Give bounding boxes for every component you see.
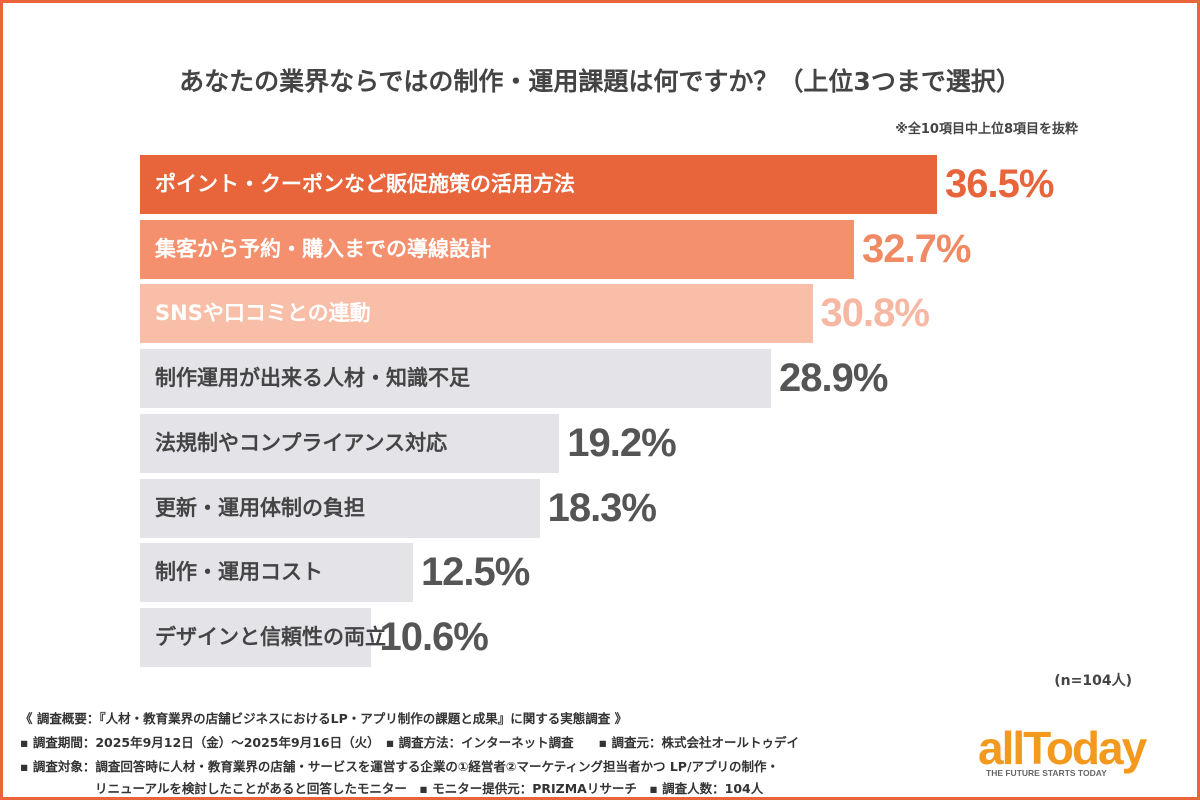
value-label: 36.5% [945,162,1054,206]
value-label: 28.9% [779,356,888,401]
bar-label: 法規制やコンプライアンス対応 [155,430,448,455]
value-label: 18.3% [547,485,657,530]
sample-size: (n=104人) [1054,673,1132,689]
footer-line: ▪ 調査期間：2025年9月12日（金）～2025年9月16日（火） ▪ 調査方… [20,735,799,750]
bar-label: 制作運用が出来る人材・知識不足 [155,366,470,391]
value-label: 19.2% [567,420,676,465]
bar-label: 制作・運用コスト [155,560,323,585]
bar [140,607,372,667]
bar [140,413,560,473]
chart-subtitle: ※全10項目中上位8項目を抜粋 [895,122,1078,137]
bar-label: ポイント・クーポンなど販促施策の活用方法 [155,172,575,196]
footer-line: リニューアルを検討したことがあると回答したモニター ▪ モニター提供元：PRIZ… [20,781,764,796]
bar [140,349,772,409]
value-label: 30.8% [820,291,930,336]
bar [140,478,540,538]
logo: allToday THE FUTURE STARTS TODAY [978,722,1147,778]
bar-label: 更新・運用体制の負担 [155,495,365,520]
bar [140,543,413,603]
bar [140,219,855,279]
bar-label: 集客から予約・購入までの導線設計 [155,236,491,261]
bar-label: SNSや口コミとの連動 [155,301,371,326]
logo-word: allToday [978,722,1147,774]
value-label: 32.7% [862,226,971,271]
value-label: 12.5% [420,550,530,595]
chart-title: あなたの業界ならではの制作・運用課題は何ですか？（上位3つまで選択） [179,67,1021,96]
logo-tagline: THE FUTURE STARTS TODAY [986,768,1107,778]
bar-label: デザインと信頼性の両立 [155,624,386,649]
footer-line: 《 調査概要：『人材・教育業界の店舗ビジネスにおけるLP・アプリ制作の課題と成果… [20,711,628,726]
value-label: 10.6% [379,614,488,659]
footer-line: ▪ 調査対象：調査回答時に人材・教育業界の店舗・サービスを運営する企業の①経営者… [20,759,780,774]
bar [140,284,813,344]
bar [140,155,937,214]
